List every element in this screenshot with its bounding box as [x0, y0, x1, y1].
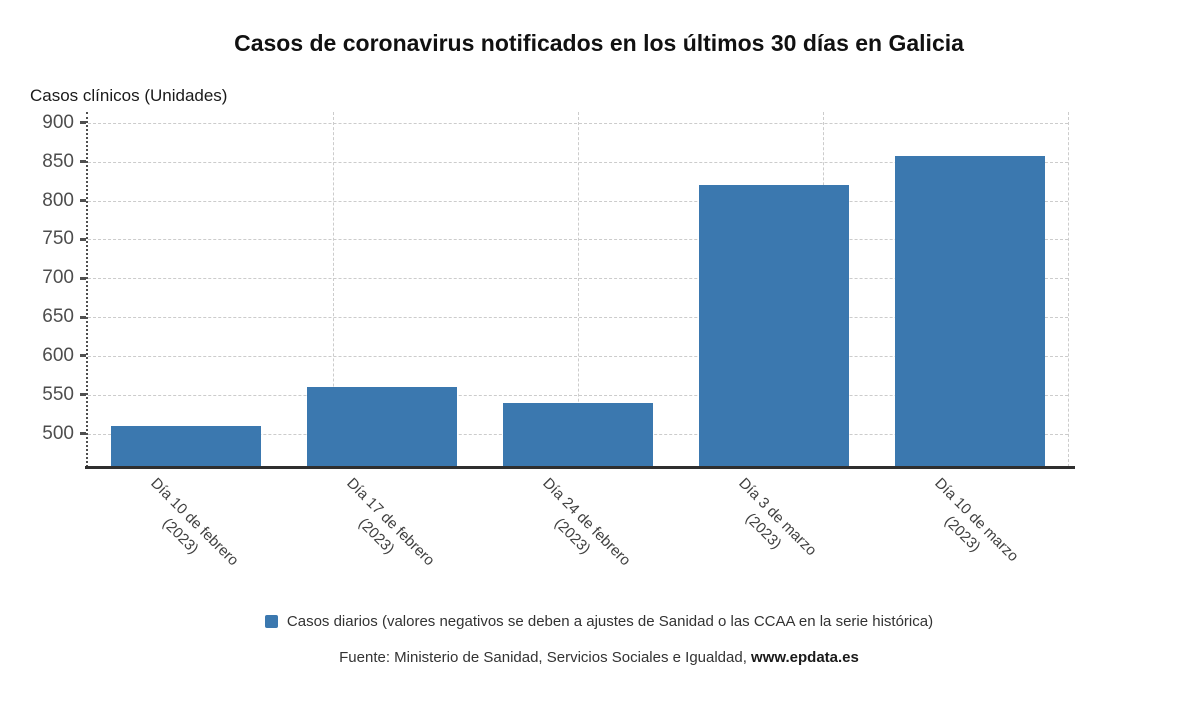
plot-area: 500 550 600 650 700 750 800 850 900 Día 10 de feb… — [42, 112, 1069, 569]
y-tick-mark — [80, 121, 86, 125]
chart-title: Casos de coronavirus notificados en los … — [234, 30, 964, 56]
y-tick-mark — [80, 276, 86, 280]
bar-4[interactable] — [699, 185, 849, 467]
bar-2[interactable] — [307, 387, 457, 467]
y-tick-mark — [80, 393, 86, 397]
bar-5[interactable] — [895, 156, 1045, 467]
y-tick-label: 800 — [42, 189, 74, 211]
y-tick-mark — [80, 160, 86, 164]
gridline-vertical — [578, 112, 579, 467]
y-tick-mark — [80, 315, 86, 319]
y-axis-unit-label: Casos clínicos (Unidades) — [30, 86, 228, 105]
y-tick-label: 500 — [42, 422, 74, 444]
x-axis-line — [85, 466, 1075, 469]
x-axis-label: Día 24 de febrero (2023) — [524, 474, 634, 584]
bar-3[interactable] — [503, 403, 653, 467]
y-axis-line — [86, 112, 88, 467]
y-tick-mark — [80, 199, 86, 203]
source-caption: Fuente: Ministerio de Sanidad, Servicios… — [0, 649, 1198, 666]
gridline-vertical — [333, 112, 334, 467]
y-tick-label: 550 — [42, 383, 74, 405]
y-tick-label: 850 — [42, 150, 74, 172]
y-tick-label: 700 — [42, 267, 74, 289]
y-tick-label: 650 — [42, 306, 74, 328]
y-tick-label: 600 — [42, 344, 74, 366]
gridline-vertical — [1068, 112, 1069, 467]
y-tick-label: 900 — [42, 111, 74, 133]
x-axis-label: Día 17 de febrero (2023) — [328, 474, 438, 584]
x-axis-label: Día 3 de marzo (2023) — [720, 474, 820, 574]
y-tick-mark — [80, 237, 86, 241]
bar-1[interactable] — [111, 425, 261, 467]
x-axis-label: Día 10 de febrero (2023) — [132, 474, 242, 584]
legend[interactable]: Casos diarios (valores negativos se debe… — [0, 613, 1198, 630]
source-text: Fuente: Ministerio de Sanidad, Servicios… — [339, 649, 752, 666]
y-tick-mark — [80, 432, 86, 436]
legend-label: Casos diarios (valores negativos se debe… — [286, 613, 934, 630]
x-axis-label: Día 10 de marzo (2023) — [916, 474, 1022, 580]
legend-marker-square — [264, 615, 278, 628]
y-tick-mark — [80, 354, 86, 358]
source-link[interactable]: www.epdata.es — [751, 649, 859, 666]
y-tick-label: 750 — [42, 228, 74, 250]
